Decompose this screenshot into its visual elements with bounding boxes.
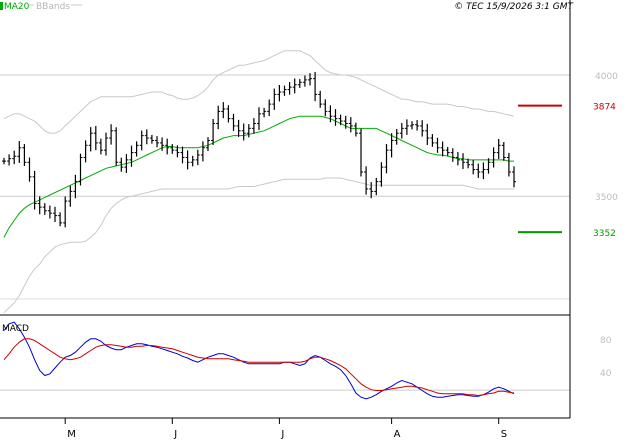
copyright-text: © TEC 15/9/2026 3:1 GMT xyxy=(454,2,574,12)
macd-line xyxy=(3,321,515,400)
ma20-legend-swatch xyxy=(0,2,3,10)
ma20-line xyxy=(3,115,514,238)
month-tick-label: A xyxy=(394,429,401,440)
bband-lower-line xyxy=(3,177,514,313)
bbands-legend-label: BBands xyxy=(36,2,70,12)
resistance-label: 3874 xyxy=(593,103,616,113)
signal-line xyxy=(3,338,515,397)
month-tick-label: M xyxy=(67,429,76,440)
month-tick-label: S xyxy=(501,429,507,440)
price-bars xyxy=(2,71,516,228)
price-tick-label: 4000 xyxy=(595,72,618,82)
month-tick-label: J xyxy=(280,429,284,440)
price-levels: 3874 3352 xyxy=(518,103,616,239)
bband-upper-line xyxy=(3,50,515,134)
support-label: 3352 xyxy=(593,229,616,239)
ma20-polyline xyxy=(3,115,514,238)
macd-tick-label: 80 xyxy=(600,336,612,346)
grid-lines xyxy=(0,74,570,391)
bollinger-bands xyxy=(3,50,515,313)
ma20-legend-label: MA20 xyxy=(4,2,30,12)
price-tick-label: 3500 xyxy=(595,193,618,203)
macd-label: MACD xyxy=(2,324,29,334)
month-tick-label: J xyxy=(173,429,177,440)
macd-lines xyxy=(3,321,515,400)
macd-tick-label: 40 xyxy=(600,369,612,379)
